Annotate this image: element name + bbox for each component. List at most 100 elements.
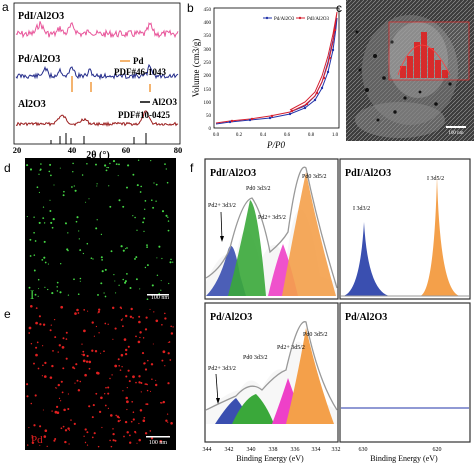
eds-dot — [62, 367, 65, 370]
eds-dot — [38, 221, 41, 224]
eds-dot — [146, 403, 149, 406]
eds-dot — [53, 439, 56, 442]
eds-dot — [105, 169, 108, 172]
eds-dot — [137, 159, 140, 162]
eds-dot — [38, 191, 40, 194]
eds-dot — [61, 346, 65, 349]
eds-dot — [96, 185, 98, 187]
eds-dot — [97, 293, 99, 296]
eds-dot — [49, 376, 53, 379]
eds-dot — [88, 405, 91, 408]
eds-dot — [167, 216, 169, 218]
eds-dot — [58, 344, 61, 347]
eds-dot — [137, 340, 141, 344]
eds-dot — [132, 317, 134, 319]
eds-dot — [44, 361, 47, 365]
xtick: 0.4 — [260, 133, 267, 138]
eds-dot — [126, 400, 129, 404]
xps-pdi-i3d: PdI/Al2O3 I 3d3/2 I 3d5/2 — [339, 158, 471, 300]
eds-dot — [123, 338, 127, 341]
eds-dot — [34, 293, 37, 296]
eds-dot — [143, 416, 146, 419]
scalebar-d — [147, 294, 169, 296]
eds-dot — [108, 185, 110, 187]
eds-dot — [129, 315, 133, 319]
eds-dot — [38, 173, 40, 175]
eds-dot — [68, 443, 70, 445]
eds-dot — [122, 249, 125, 252]
eds-dot — [165, 214, 168, 217]
eds-dot — [88, 367, 91, 370]
xtick: 40 — [68, 145, 77, 155]
eds-dot — [41, 375, 43, 377]
eds-dot — [144, 200, 147, 202]
eds-dot — [78, 389, 80, 391]
eds-dot — [44, 429, 48, 433]
eds-dot — [161, 324, 163, 326]
xtick: 0.8 — [308, 133, 315, 138]
xtick: 340 — [247, 447, 256, 453]
xrd-trace-pdi — [15, 21, 179, 39]
eds-dot — [60, 305, 64, 309]
eds-dot — [129, 441, 132, 444]
eds-dot — [61, 391, 64, 394]
eds-dot — [140, 382, 143, 384]
eds-dot — [145, 316, 148, 319]
eds-dot — [131, 400, 134, 403]
eds-dot — [94, 350, 98, 353]
scalebar-label-d: 100 nm — [151, 295, 170, 301]
ref-pd-pdf: PDF#46-1043 — [114, 67, 166, 77]
eds-dot — [90, 257, 93, 260]
eds-dot — [126, 273, 128, 275]
eds-dot — [91, 416, 94, 419]
eds-dot — [53, 184, 55, 186]
eds-dot — [121, 366, 123, 368]
eds-dot — [28, 326, 32, 330]
eds-dot — [149, 430, 152, 432]
eds-dot — [53, 318, 56, 321]
eds-dot — [67, 294, 70, 296]
xps-pd-pd3d: Pd/Al2O3 Pd2+ 3d3/2 Pd0 3d3/2 Pd2+ 3d5/2… — [203, 302, 341, 463]
peak-label: Pd2+ 3d5/2 — [277, 345, 305, 351]
trace-label-pd: Pd/Al2O3 — [18, 54, 60, 65]
eds-dot — [139, 331, 142, 334]
eds-dot — [118, 284, 120, 286]
eds-dot — [135, 381, 137, 384]
ref-al-pdf: PDF#10-0425 — [118, 110, 170, 120]
eds-dot — [136, 442, 138, 444]
eds-dot — [43, 222, 46, 224]
eds-dot — [54, 438, 57, 440]
eds-dot — [70, 419, 72, 421]
eds-dot — [29, 304, 33, 308]
eds-dot — [83, 435, 85, 437]
eds-dot — [78, 238, 80, 240]
eds-dot — [165, 419, 168, 422]
eds-dot — [170, 332, 174, 335]
eds-dot — [138, 375, 141, 378]
eds-dot — [44, 261, 47, 264]
eds-dot — [33, 424, 36, 427]
eds-dot — [155, 183, 158, 186]
eds-dot — [91, 436, 94, 439]
eds-dot — [38, 288, 40, 290]
eds-dot — [120, 319, 123, 321]
eds-dot — [34, 394, 37, 397]
eds-dot — [79, 280, 81, 282]
eds-dot — [138, 438, 141, 442]
legend-pdi: PdI/Al2O3 — [307, 17, 329, 22]
peak-label: I 3d5/2 — [427, 176, 444, 182]
eds-dot — [82, 353, 86, 357]
isotherm-pd — [215, 17, 338, 125]
eds-dot — [97, 312, 99, 314]
eds-dot — [74, 382, 76, 384]
eds-dot — [141, 352, 145, 355]
eds-dot — [75, 363, 78, 366]
eds-dot — [155, 383, 158, 387]
eds-dot — [140, 185, 143, 188]
eds-dot — [118, 199, 121, 202]
scalebar-label-c: 100 nm — [448, 131, 463, 136]
eds-dot — [118, 365, 120, 367]
peak-label: Pd2+ 3d3/2 — [208, 203, 236, 209]
eds-map-i — [25, 158, 176, 304]
